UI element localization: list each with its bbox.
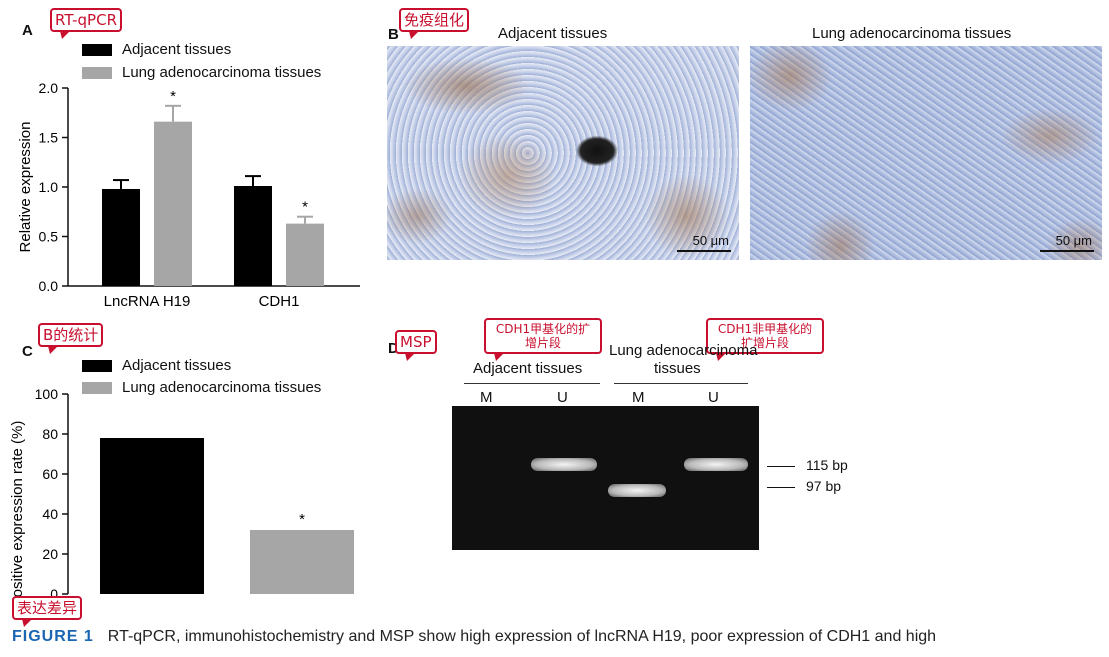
ihc-callout: 免疫组化	[399, 8, 470, 39]
scale-bar-label: 50 μm	[692, 233, 729, 248]
y-tick-label: 20	[42, 546, 58, 562]
panel-a-legend-adjacent: Adjacent tissues	[82, 41, 231, 58]
marker-97-line	[767, 487, 795, 488]
y-tick-label: 100	[35, 386, 59, 402]
panel-a-letter: A	[22, 22, 33, 39]
legend-label: Lung adenocarcinoma tissues	[122, 379, 322, 396]
unmethylated-fragment-callout: CDH1非甲基化的扩增片段	[706, 318, 824, 361]
legend-swatch-black	[82, 359, 112, 372]
panel-c-chart: 0 20 40 60 80 100 Positive expression rate (%)…	[9, 386, 354, 608]
expression-difference-callout: 表达差异	[12, 596, 83, 627]
y-tick-label: 0.0	[39, 278, 59, 294]
group-adjacent-label: Adjacent tissues	[473, 360, 583, 377]
bar	[100, 438, 204, 594]
gel-band-m-lung	[608, 484, 666, 497]
significance-mark: *	[302, 199, 308, 216]
panel-c-legend-adjacent: Adjacent tissues	[82, 357, 231, 374]
scale-bar	[677, 250, 731, 252]
y-tick-label: 0	[50, 586, 58, 602]
panel-b-letter: B	[388, 26, 399, 43]
rt-qpcr-callout: RT-qPCR	[50, 8, 122, 39]
marker-115-line	[767, 466, 795, 467]
scale-bar	[1040, 250, 1094, 252]
significance-mark: *	[299, 511, 305, 528]
ihc-stats-callout: B的统计	[38, 323, 104, 354]
msp-gel-image	[452, 406, 759, 550]
legend-label: Adjacent tissues	[122, 41, 232, 58]
panel-a-legend-lung: Lung adenocarcinoma tissues	[82, 64, 321, 81]
y-axis-label: Relative expression	[17, 122, 34, 253]
y-tick-label: 0.5	[39, 229, 59, 245]
legend-swatch-gray	[82, 381, 112, 394]
ihc-adjacent-image: 50 μm	[387, 46, 739, 260]
x-category-label: CDH1	[259, 293, 300, 310]
bar	[102, 188, 140, 286]
group-adjacent-underline	[464, 383, 600, 384]
panel-d-letter: D	[388, 340, 399, 357]
panel-a-chart: 0.0 0.5 1.0 1.5 2.0 Relative expression LncRNA…	[17, 80, 360, 310]
significance-mark: *	[170, 88, 176, 105]
lane-label-u-adjacent: U	[557, 389, 568, 406]
msp-callout: MSP	[395, 330, 437, 361]
marker-115-label: 115 bp	[806, 457, 848, 473]
panel-c-letter: C	[22, 343, 33, 360]
bar	[234, 186, 272, 286]
lane-label-m-adjacent: M	[480, 389, 493, 406]
legend-label: Lung adenocarcinoma tissues	[122, 64, 322, 81]
ihc-left-title: Adjacent tissues	[498, 25, 608, 42]
figure-caption: FIGURE 1 RT-qPCR, immunohistochemistry an…	[12, 628, 936, 646]
y-tick-label: 40	[42, 506, 58, 522]
y-tick-label: 1.5	[39, 130, 59, 146]
caption-text: RT-qPCR, immunohistochemistry and MSP sh…	[107, 628, 937, 645]
y-axis-label: Positive expression rate (%)	[9, 421, 26, 608]
bar	[154, 121, 192, 286]
y-tick-label: 1.0	[39, 179, 59, 195]
lane-label-u-lung: U	[708, 389, 719, 406]
lane-label-m-lung: M	[632, 389, 645, 406]
legend-label: Adjacent tissues	[122, 357, 232, 374]
figure-label: FIGURE 1	[12, 628, 94, 645]
methylated-fragment-callout: CDH1甲基化的扩增片段	[484, 318, 602, 361]
group-lung-label-2: tissues	[654, 360, 701, 377]
legend-swatch-gray	[82, 66, 112, 79]
scale-bar-label: 50 μm	[1055, 233, 1092, 248]
y-tick-label: 60	[42, 466, 58, 482]
bar	[286, 223, 324, 286]
group-lung-label-1: Lung adenocarcinoma	[609, 342, 758, 359]
legend-swatch-black	[82, 43, 112, 56]
marker-97-label: 97 bp	[806, 478, 842, 494]
x-category-label: LncRNA H19	[104, 293, 191, 310]
bar	[250, 530, 354, 594]
y-tick-label: 80	[42, 426, 58, 442]
ihc-right-title: Lung adenocarcinoma tissues	[812, 25, 1012, 42]
panel-c-legend-lung: Lung adenocarcinoma tissues	[82, 379, 321, 396]
gel-band-u-lung	[684, 458, 748, 471]
group-lung-underline	[614, 383, 748, 384]
ihc-lung-image: 50 μm	[750, 46, 1102, 260]
gel-band-u-adjacent	[531, 458, 597, 471]
y-tick-label: 2.0	[39, 80, 59, 96]
